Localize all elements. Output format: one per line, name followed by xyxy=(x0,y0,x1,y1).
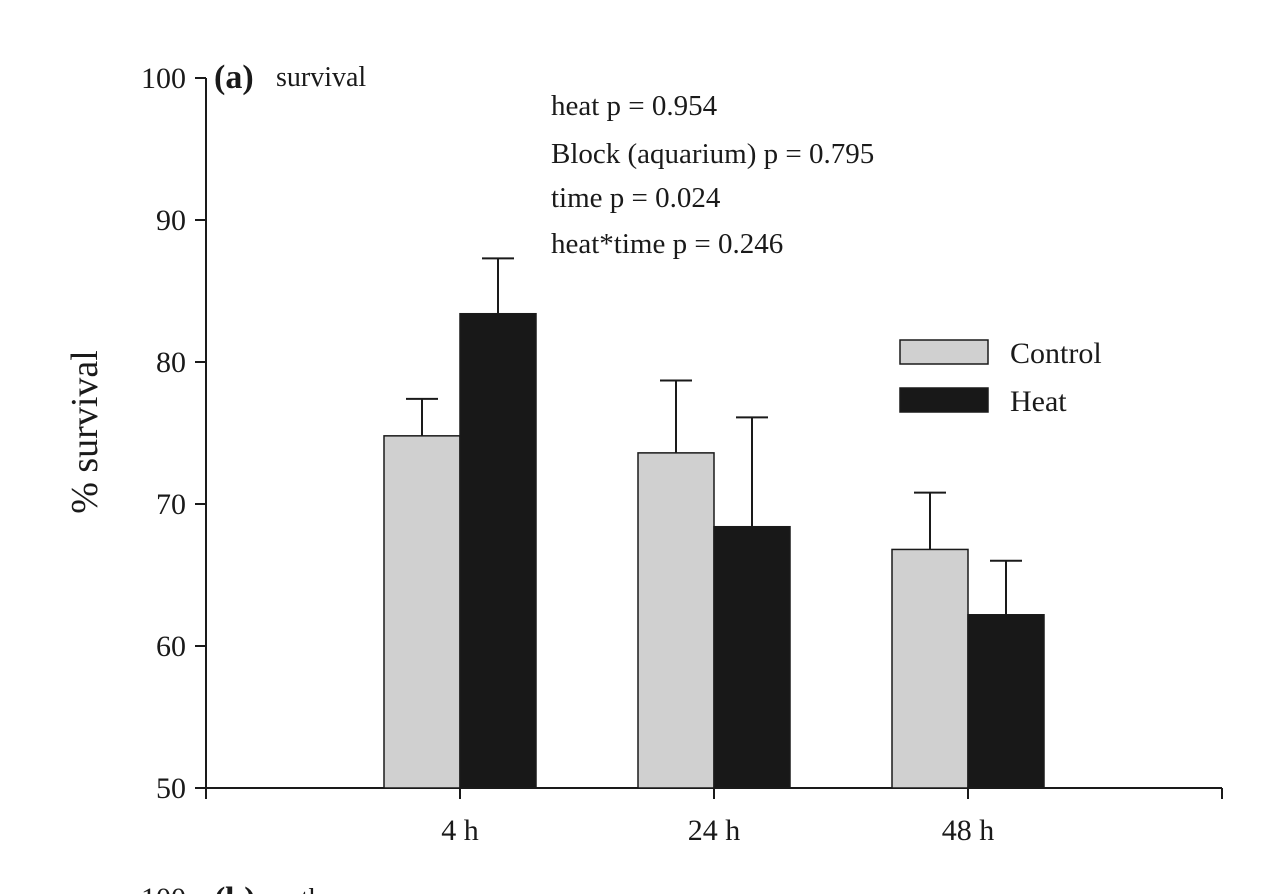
legend-swatch-heat xyxy=(899,387,989,413)
bar-heat xyxy=(459,312,537,789)
y-tick-label: 90 xyxy=(156,204,186,237)
bar-heat xyxy=(967,614,1045,789)
legend-label-heat: Heat xyxy=(1010,385,1067,418)
x-tick-label: 4 h xyxy=(441,814,479,847)
bars xyxy=(383,312,1045,789)
y-tick-label: 50 xyxy=(156,772,186,805)
next-panel-partial: 100 (b) eath xyxy=(141,881,323,894)
stat-heat-time: heat*time p = 0.246 xyxy=(551,228,783,260)
x-tick-label: 24 h xyxy=(688,814,741,847)
y-axis: 50 60 70 80 90 100 xyxy=(141,62,207,805)
stat-heat: heat p = 0.954 xyxy=(551,90,718,122)
next-panel-title-partial: eath xyxy=(276,884,323,894)
panel-title: survival xyxy=(276,62,366,93)
legend-label-control: Control xyxy=(1010,337,1102,370)
panel-label: (a) xyxy=(214,59,254,96)
next-panel-tick-partial: 100 xyxy=(141,882,186,894)
y-tick-label: 60 xyxy=(156,630,186,663)
legend: Control Heat xyxy=(899,337,1102,418)
y-tick-label: 80 xyxy=(156,346,186,379)
x-axis: 4 h 24 h 48 h xyxy=(205,787,1223,847)
error-bars xyxy=(406,257,1022,615)
stat-block: Block (aquarium) p = 0.795 xyxy=(551,138,874,170)
legend-swatch-control xyxy=(899,339,989,365)
y-tick-label: 100 xyxy=(141,62,186,95)
stat-time: time p = 0.024 xyxy=(551,182,721,214)
y-tick-label: 70 xyxy=(156,488,186,521)
bar-control xyxy=(637,452,715,789)
y-axis-label: % survival xyxy=(64,350,106,514)
x-tick-label: 48 h xyxy=(942,814,995,847)
bar-heat xyxy=(713,525,791,789)
bar-control xyxy=(383,435,461,789)
bar-control xyxy=(891,548,969,789)
next-panel-label-partial: (b) xyxy=(214,881,256,894)
